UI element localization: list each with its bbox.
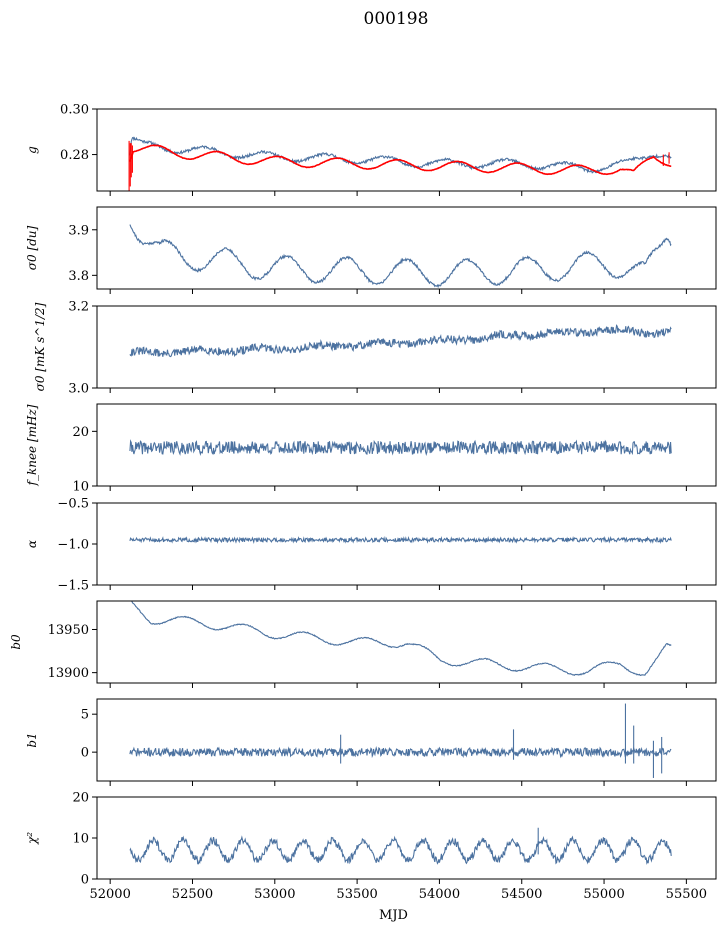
panel-g: 0.28 0.30 g <box>25 103 717 196</box>
axes-frame <box>96 403 717 487</box>
y-axis-label: b0 <box>9 634 23 650</box>
series-line-alpha-0 <box>129 535 672 544</box>
y-axis-label: σ0 [du] <box>25 225 39 270</box>
y-axis-label: f_knee [mHz] <box>25 404 39 486</box>
y-tick-label: 0.30 <box>60 103 89 118</box>
y-tick-label: 3.9 <box>68 223 89 238</box>
y-axis-label: g <box>25 146 39 154</box>
series-line-b0-0 <box>130 601 672 677</box>
y-tick-label: 3.2 <box>68 300 89 315</box>
axes-frame <box>96 698 717 782</box>
y-tick-label: 0 <box>81 746 89 761</box>
series-line-g-0 <box>129 136 672 174</box>
panel-alpha: −1.5 −1.0 −0.5 α <box>25 497 717 594</box>
axes-frame <box>96 206 717 290</box>
panel-sigma0_du: 3.8 3.9 σ0 [du] <box>25 206 717 294</box>
axes-frame <box>96 600 717 684</box>
x-tick-label: 52500 <box>172 887 213 902</box>
figure-title: 000198 <box>364 9 429 29</box>
panel-b0: 13900 13950 b0 <box>9 600 717 688</box>
axes-frame <box>96 502 717 586</box>
series-line-g-1 <box>129 144 672 176</box>
y-tick-label: 10 <box>72 480 89 495</box>
y-tick-label: −0.5 <box>57 497 89 512</box>
y-tick-label: 3.0 <box>68 382 89 397</box>
series-line-b1-0 <box>129 745 672 759</box>
x-axis-label: MJD <box>379 908 408 923</box>
y-axis-label: σ0 [mK s^1/2] <box>33 302 47 391</box>
y-tick-label: 20 <box>72 425 89 440</box>
y-tick-label: −1.5 <box>57 579 89 594</box>
x-tick-label: 55000 <box>583 887 624 902</box>
series-line-sigma0_mk-0 <box>129 324 672 358</box>
series-line-fknee-0 <box>129 439 672 457</box>
panel-sigma0_mk: 3.0 3.2 σ0 [mK s^1/2] <box>33 300 717 397</box>
axes-frame <box>96 796 717 880</box>
y-tick-label: 0.28 <box>60 148 89 163</box>
panel-b1: 0 5 b1 <box>25 698 717 786</box>
y-tick-label: −1.0 <box>57 538 89 553</box>
axes-frame <box>96 305 717 389</box>
panel-chi2: 0 10 20 52000 52500 53000 53500 54000 54500 55000… <box>25 791 717 923</box>
x-tick-label: 52000 <box>89 887 130 902</box>
y-tick-label: 5 <box>81 708 89 723</box>
x-tick-label: 55500 <box>666 887 707 902</box>
panel-fknee: 10 20 f_knee [mHz] <box>25 403 717 495</box>
y-tick-label: 3.8 <box>68 269 89 284</box>
y-axis-label: χ² <box>25 832 39 845</box>
y-tick-label: 20 <box>72 791 89 806</box>
axes-frame <box>96 108 717 192</box>
y-axis-label: b1 <box>25 732 39 747</box>
series-line-sigma0_du-0 <box>129 224 672 289</box>
y-tick-label: 13900 <box>48 666 89 681</box>
x-tick-label: 54000 <box>419 887 460 902</box>
x-tick-label: 53500 <box>336 887 377 902</box>
y-tick-label: 10 <box>72 832 89 847</box>
series-line-chi2-0 <box>129 835 672 866</box>
x-tick-label: 53000 <box>254 887 295 902</box>
y-axis-label: α <box>25 540 39 548</box>
y-tick-label: 0 <box>81 873 89 888</box>
y-tick-label: 13950 <box>48 623 89 638</box>
x-tick-label: 54500 <box>501 887 542 902</box>
